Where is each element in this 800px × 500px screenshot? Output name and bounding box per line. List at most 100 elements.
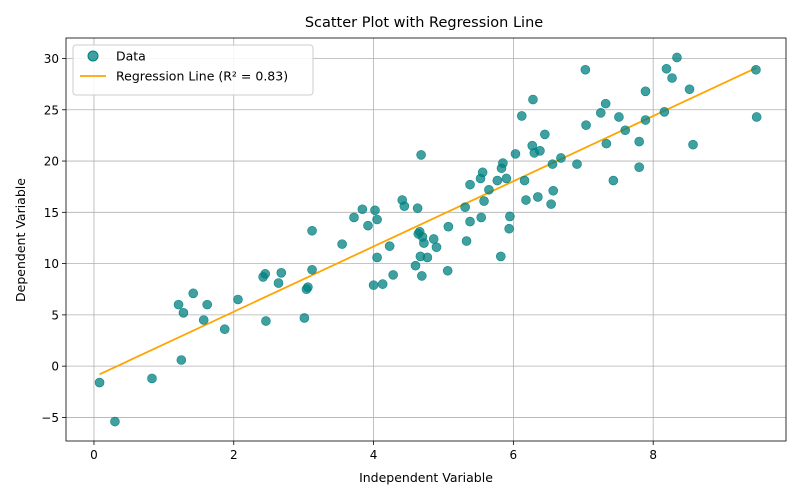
data-point (94, 377, 105, 388)
data-point (498, 158, 508, 168)
grid-lines (66, 38, 786, 441)
y-tick-label: 5 (51, 308, 59, 322)
data-point (661, 63, 672, 74)
data-point (276, 268, 287, 278)
legend: Data Regression Line (R² = 0.83) (72, 44, 314, 96)
data-point (535, 145, 545, 156)
legend-box (72, 44, 314, 96)
data-point (484, 184, 494, 195)
data-point (442, 265, 453, 276)
data-point (410, 260, 421, 271)
x-tick-label: 2 (230, 448, 238, 462)
data-point (504, 223, 514, 234)
data-point (357, 204, 368, 215)
data-point (684, 84, 695, 95)
data-point (581, 120, 591, 130)
y-tick-label: 10 (44, 257, 59, 271)
y-axis-label: Dependent Variable (13, 178, 28, 302)
data-point (412, 203, 423, 214)
x-tick-label: 6 (510, 448, 518, 462)
data-point (501, 173, 512, 184)
y-tick-label: 25 (44, 103, 59, 117)
data-point (465, 216, 475, 227)
data-point (260, 269, 271, 279)
data-point (384, 241, 395, 251)
data-point (465, 179, 475, 190)
data-point (273, 278, 284, 288)
data-point (422, 252, 433, 263)
data-point (620, 125, 631, 136)
y-tick-label: 20 (44, 155, 59, 169)
data-point (219, 324, 230, 335)
data-point (337, 239, 347, 249)
y-tick-label: 15 (44, 206, 59, 220)
y-tick-label: 30 (44, 52, 59, 66)
chart-title: Scatter Plot with Regression Line (305, 15, 543, 31)
data-point (533, 192, 543, 202)
data-point (419, 238, 429, 248)
data-point (672, 52, 682, 63)
plot-area-frame (65, 37, 787, 442)
data-point (303, 282, 313, 292)
data-point (548, 185, 559, 196)
data-point (505, 211, 515, 222)
legend-label-regression: Regression Line (R² = 0.83) (116, 69, 288, 84)
regression-line (99, 66, 758, 376)
y-axis-ticks: −5 0 5 10 15 20 25 30 (41, 52, 66, 425)
data-point (173, 299, 184, 310)
data-point (261, 316, 271, 326)
data-point (540, 129, 550, 140)
data-points (94, 52, 762, 427)
data-point (202, 299, 213, 310)
data-point (372, 252, 382, 263)
data-point (492, 175, 503, 186)
data-point (370, 205, 380, 216)
legend-label-data: Data (116, 49, 146, 64)
data-point (640, 86, 651, 97)
legend-marker-data (87, 50, 99, 62)
data-point (388, 270, 398, 280)
data-point (667, 73, 677, 83)
data-point (572, 159, 582, 169)
x-tick-label: 4 (370, 448, 378, 462)
x-tick-label: 0 (90, 448, 98, 462)
data-point (547, 159, 558, 169)
data-point (178, 308, 189, 318)
data-point (417, 271, 427, 281)
data-point (233, 294, 243, 305)
y-tick-label: −5 (41, 411, 59, 425)
data-point (428, 234, 439, 244)
regression-line-layer (99, 66, 758, 376)
data-point (176, 355, 187, 365)
data-point (556, 153, 566, 163)
data-point (299, 313, 310, 323)
data-point (595, 108, 606, 118)
data-point (443, 221, 454, 232)
data-point (580, 64, 591, 75)
x-tick-label: 8 (649, 448, 657, 462)
data-point (546, 199, 556, 209)
data-point (634, 162, 645, 173)
data-point (634, 136, 645, 147)
data-point (188, 288, 199, 299)
data-point (614, 112, 624, 122)
data-point (110, 416, 120, 427)
data-point (460, 202, 470, 212)
data-point (510, 149, 521, 159)
data-point (659, 107, 670, 117)
data-point (476, 212, 487, 223)
data-point (608, 175, 619, 186)
x-axis-ticks: 0 2 4 6 8 (90, 441, 657, 462)
data-point (751, 112, 762, 122)
data-point (372, 214, 382, 225)
x-axis-label: Independent Variable (359, 470, 493, 485)
data-point (349, 212, 359, 223)
data-point (751, 64, 761, 75)
data-point (640, 115, 651, 125)
data-point (600, 98, 611, 109)
data-point (307, 225, 317, 236)
data-point (147, 373, 157, 384)
data-point (477, 167, 488, 178)
